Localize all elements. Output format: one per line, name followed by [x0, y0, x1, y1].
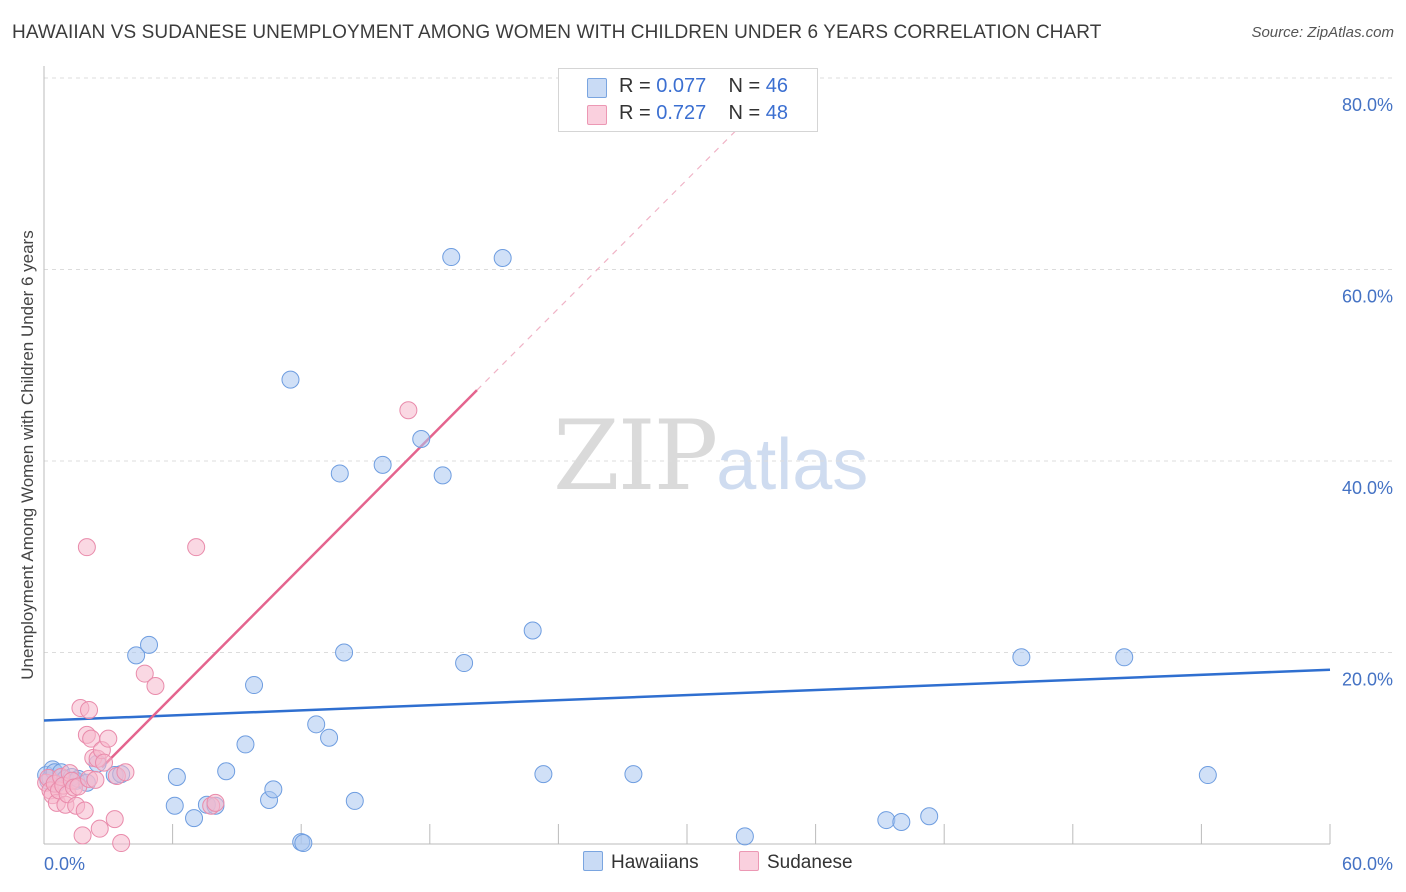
hawaiians-point [307, 715, 326, 734]
hawaiians-point [127, 646, 146, 665]
hawaiians-point [624, 765, 643, 784]
hawaiians-point [877, 811, 896, 830]
legend-n-label: N = [728, 75, 761, 97]
hawaiians-point [245, 676, 264, 695]
hawaiians-point [1198, 766, 1217, 785]
hawaiians-point [433, 466, 452, 485]
hawaiians-point [167, 767, 186, 786]
bottom-legend-sudanese: Sudanese [739, 851, 853, 874]
legend-r-label: R = [619, 75, 651, 97]
hawaiians-point [320, 728, 339, 747]
legend-r-value-hawaiians: 0.077 [656, 75, 707, 97]
hawaiians-point [264, 780, 283, 799]
bottom-legend-swatch-hawaiians [583, 851, 603, 871]
hawaiians-point [236, 735, 255, 754]
hawaiians-point [335, 643, 354, 662]
x-tick-label: 60.0% [1342, 854, 1393, 874]
x-tick-label: 0.0% [44, 854, 85, 874]
sudanese-point [73, 826, 92, 845]
sudanese-point [206, 793, 225, 812]
bottom-legend-swatch-sudanese [739, 851, 759, 871]
sudanese-trend-line [100, 389, 478, 769]
legend-n-value-sudanese: 48 [765, 102, 789, 124]
sudanese-point [116, 763, 135, 782]
hawaiians-point [165, 796, 184, 815]
y-tick-label: 80.0% [1342, 95, 1393, 115]
sudanese-point [77, 538, 96, 557]
legend-n-label: N = [728, 102, 761, 124]
chart-title: HAWAIIAN VS SUDANESE UNEMPLOYMENT AMONG … [12, 22, 1102, 43]
hawaiians-point [140, 635, 159, 654]
chart-source: Source: ZipAtlas.com [1251, 24, 1394, 41]
sudanese-point [90, 819, 109, 838]
watermark-zip: ZIP [553, 400, 718, 512]
sudanese-point [112, 834, 131, 853]
hawaiians-point [493, 249, 512, 268]
tick-labels: 20.0% 40.0% 60.0% 80.0% 0.0% 60.0% [44, 95, 1393, 874]
legend-swatch-hawaiians [587, 78, 607, 98]
sudanese-point [99, 729, 118, 748]
hawaiians-point [217, 762, 236, 781]
hawaiians-point [892, 812, 911, 831]
hawaiians-point [345, 791, 364, 810]
sudanese-point [399, 401, 418, 420]
hawaiians-point [735, 827, 754, 846]
y-tick-label: 20.0% [1342, 670, 1393, 690]
legend-r-label: R = [619, 102, 651, 124]
hawaiians-point [523, 621, 542, 640]
sudanese-point [95, 753, 114, 772]
hawaiians-point [455, 654, 474, 673]
y-tick-label: 60.0% [1342, 287, 1393, 307]
trend-lines [43, 125, 1331, 769]
watermark: ZIPatlas [553, 400, 868, 512]
sudanese-point [187, 538, 206, 557]
hawaiians-point [534, 765, 553, 784]
gridlines [44, 77, 1392, 653]
axes [43, 66, 1331, 845]
hawaiians-point [373, 455, 392, 474]
legend: R = 0.077 N = 46 R = 0.727 N = 48 [558, 68, 818, 132]
hawaiians-point [920, 807, 939, 826]
legend-r-value-sudanese: 0.727 [656, 102, 707, 124]
hawaiians-point [442, 248, 461, 267]
y-tick-label: 40.0% [1342, 478, 1393, 498]
hawaiians-point [412, 429, 431, 448]
hawaiians-trend-line [43, 668, 1331, 722]
watermark-atlas: atlas [716, 425, 869, 505]
hawaiians-point [185, 809, 204, 828]
sudanese-point [75, 801, 94, 820]
legend-swatch-sudanese [587, 105, 607, 125]
sudanese-point [80, 700, 99, 719]
legend-n-value-hawaiians: 46 [765, 75, 789, 97]
sudanese-point [146, 677, 165, 696]
bottom-legend-hawaiians: Hawaiians [583, 851, 699, 874]
sudanese-point [135, 664, 154, 683]
hawaiians-point [294, 834, 313, 853]
data-points [37, 248, 1217, 853]
sudanese-point [105, 810, 124, 829]
sudanese-trend-extension [476, 125, 742, 391]
sudanese-point [86, 770, 105, 789]
hawaiians-point [281, 370, 300, 389]
hawaiians-point [1115, 648, 1134, 667]
hawaiians-point [330, 464, 349, 483]
hawaiians-point [1012, 648, 1031, 667]
